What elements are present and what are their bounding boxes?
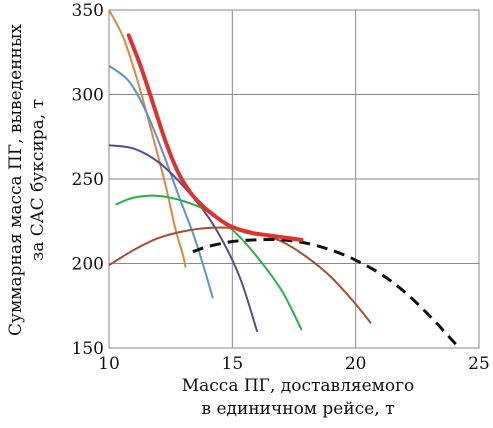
y-tick-label: 150 [72,339,104,359]
x-axis-title-line1: Масса ПГ, доставляемого [182,376,415,396]
x-tick-label: 20 [345,354,367,374]
tick-labels: 10 15 20 25 150 200 250 300 350 [72,1,490,374]
y-axis-title-line1: Суммарная масса ПГ, выведенных [6,24,26,336]
grid [108,9,480,349]
x-tick-label: 10 [98,354,120,374]
x-tick-label: 15 [222,354,244,374]
series-line-4 [115,194,303,331]
series-line-3 [109,144,258,333]
series-line-7 [126,33,304,242]
y-tick-label: 300 [72,86,104,106]
y-tick-label: 250 [72,170,104,190]
series-line-1 [109,10,187,268]
x-axis-title-line2: в единичном рейсе, т [202,399,395,419]
y-tick-label: 350 [72,1,104,21]
series-line-2 [109,64,214,299]
series-line-6 [192,238,461,348]
y-axis-title-line2: за САС буксира, т [28,99,48,261]
x-tick-label: 25 [468,354,490,374]
series-group [109,10,461,348]
y-tick-label: 200 [72,255,104,275]
